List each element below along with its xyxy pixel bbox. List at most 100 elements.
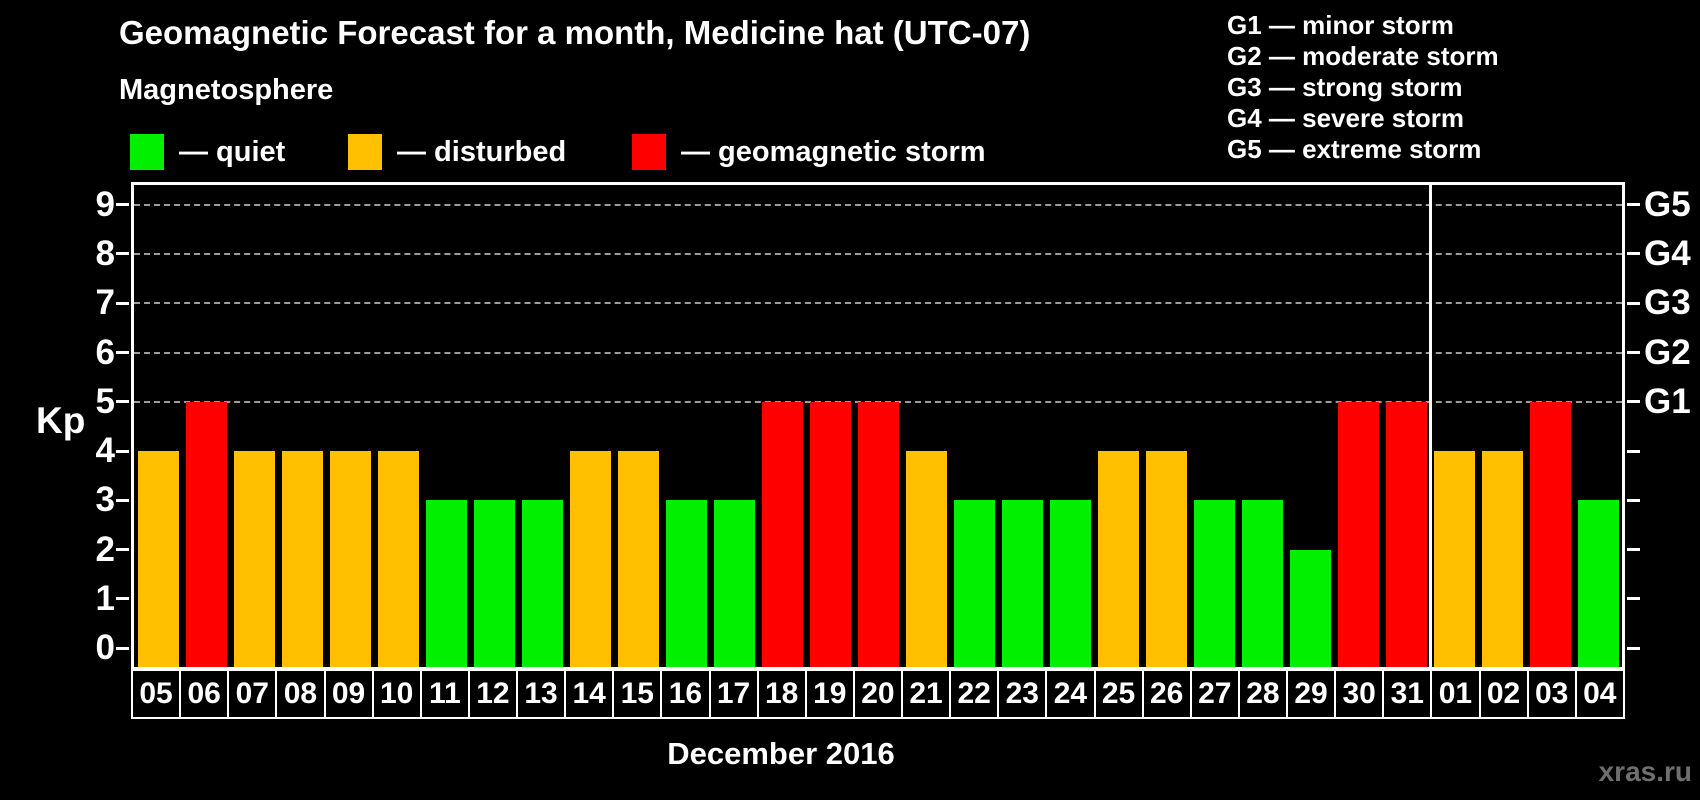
legend-label-disturbed: — disturbed <box>397 135 567 168</box>
date-cell-08: 08 <box>275 669 326 719</box>
left-tick-5 <box>116 400 129 404</box>
gridline-kp8 <box>134 252 1622 255</box>
legend-swatch-quiet <box>130 134 164 170</box>
kp-bar-day-14 <box>569 451 611 667</box>
date-cell-01: 01 <box>1430 669 1481 719</box>
month-boundary-line <box>1428 185 1432 667</box>
gridline-kp7 <box>134 302 1622 305</box>
legend-label-quiet: — quiet <box>179 135 286 168</box>
date-cell-09: 09 <box>323 669 374 719</box>
date-cell-18: 18 <box>756 669 807 719</box>
left-tick-7 <box>116 301 129 305</box>
legend-item-quiet: — quiet <box>130 134 285 170</box>
kp-bar-day-02 <box>1481 451 1523 667</box>
g-legend-line-5: G5 — extreme storm <box>1227 134 1482 164</box>
month-label: December 2016 <box>667 736 895 771</box>
right-axis-label-g4: G4 <box>1644 233 1691 273</box>
legend-label-storm: — geomagnetic storm <box>681 135 986 168</box>
left-tick-4 <box>116 449 129 453</box>
y-axis-title: Kp <box>36 400 86 441</box>
y-axis-label-5: 5 <box>95 381 115 421</box>
kp-bar-day-01 <box>1433 451 1475 667</box>
legend-swatch-storm <box>632 134 666 170</box>
y-axis-label-6: 6 <box>95 332 115 372</box>
date-cell-20: 20 <box>852 669 903 719</box>
kp-bar-day-17 <box>713 500 755 667</box>
right-tick-4 <box>1627 449 1640 453</box>
legend-item-storm: — geomagnetic storm <box>632 134 986 170</box>
date-cell-31: 31 <box>1382 669 1433 719</box>
y-axis-label-3: 3 <box>95 480 115 520</box>
g-legend-line-2: G2 — moderate storm <box>1227 41 1499 71</box>
right-tick-7 <box>1627 301 1640 305</box>
right-tick-5 <box>1627 400 1640 404</box>
date-cell-10: 10 <box>371 669 422 719</box>
right-tick-3 <box>1627 498 1640 502</box>
kp-bar-day-25 <box>1097 451 1139 667</box>
date-cell-12: 12 <box>467 669 518 719</box>
kp-bar-day-07 <box>233 451 275 667</box>
kp-bar-day-20 <box>857 401 899 667</box>
kp-bar-day-16 <box>665 500 707 667</box>
date-cell-11: 11 <box>419 669 470 719</box>
kp-bar-day-04 <box>1577 500 1619 667</box>
left-tick-1 <box>116 597 129 601</box>
date-cell-26: 26 <box>1141 669 1192 719</box>
kp-bar-day-08 <box>281 451 323 667</box>
kp-bar-day-26 <box>1145 451 1187 667</box>
kp-bar-day-12 <box>473 500 515 667</box>
date-cell-27: 27 <box>1189 669 1240 719</box>
gridline-kp6 <box>134 351 1622 354</box>
date-cell-28: 28 <box>1237 669 1288 719</box>
right-tick-6 <box>1627 351 1640 355</box>
date-cell-02: 02 <box>1478 669 1529 719</box>
chart-title: Geomagnetic Forecast for a month, Medici… <box>119 14 1031 51</box>
gridline-kp9 <box>134 203 1622 206</box>
kp-bar-day-05 <box>137 451 179 667</box>
g-legend-line-1: G1 — minor storm <box>1227 10 1454 40</box>
kp-bar-day-21 <box>905 451 947 667</box>
left-tick-9 <box>116 203 129 207</box>
kp-bar-day-31 <box>1385 401 1427 667</box>
y-axis-label-7: 7 <box>95 283 115 323</box>
right-axis-label-g1: G1 <box>1644 381 1691 421</box>
right-axis-label-g3: G3 <box>1644 283 1691 323</box>
g-legend-line-3: G3 — strong storm <box>1227 72 1463 102</box>
date-cell-06: 06 <box>179 669 230 719</box>
date-cell-24: 24 <box>1045 669 1096 719</box>
left-tick-2 <box>116 548 129 552</box>
kp-bar-day-24 <box>1049 500 1091 667</box>
x-axis-date-row: 05 06 07 08 09 10 11 12 13 14 15 16 17 18 19 20 21 22 23 24… <box>131 669 1625 719</box>
date-cell-04: 04 <box>1574 669 1625 719</box>
right-tick-9 <box>1627 203 1640 207</box>
kp-bar-day-18 <box>761 401 803 667</box>
date-cell-23: 23 <box>997 669 1048 719</box>
g-legend-line-4: G4 — severe storm <box>1227 103 1465 133</box>
kp-bar-day-15 <box>617 451 659 667</box>
left-tick-3 <box>116 498 129 502</box>
kp-bar-day-19 <box>809 401 851 667</box>
date-cell-29: 29 <box>1286 669 1337 719</box>
legend-swatch-disturbed <box>348 134 382 170</box>
date-cell-22: 22 <box>949 669 1000 719</box>
right-tick-1 <box>1627 597 1640 601</box>
y-axis-label-0: 0 <box>95 628 115 668</box>
kp-bar-day-11 <box>425 500 467 667</box>
date-cell-14: 14 <box>564 669 615 719</box>
g-scale-legend: G1 — minor storm G2 — moderate storm G3 — … <box>1227 10 1499 165</box>
y-axis-label-2: 2 <box>95 529 115 569</box>
left-tick-8 <box>116 252 129 256</box>
date-cell-03: 03 <box>1526 669 1577 719</box>
right-axis-label-g5: G5 <box>1644 184 1691 224</box>
kp-bar-day-22 <box>953 500 995 667</box>
right-tick-2 <box>1627 548 1640 552</box>
kp-bar-day-09 <box>329 451 371 667</box>
kp-bar-day-03 <box>1529 401 1571 667</box>
plot-area <box>131 182 1625 669</box>
kp-bar-day-06 <box>185 401 227 667</box>
kp-bar-day-27 <box>1193 500 1235 667</box>
date-cell-30: 30 <box>1334 669 1385 719</box>
date-cell-19: 19 <box>804 669 855 719</box>
kp-bar-day-30 <box>1337 401 1379 667</box>
